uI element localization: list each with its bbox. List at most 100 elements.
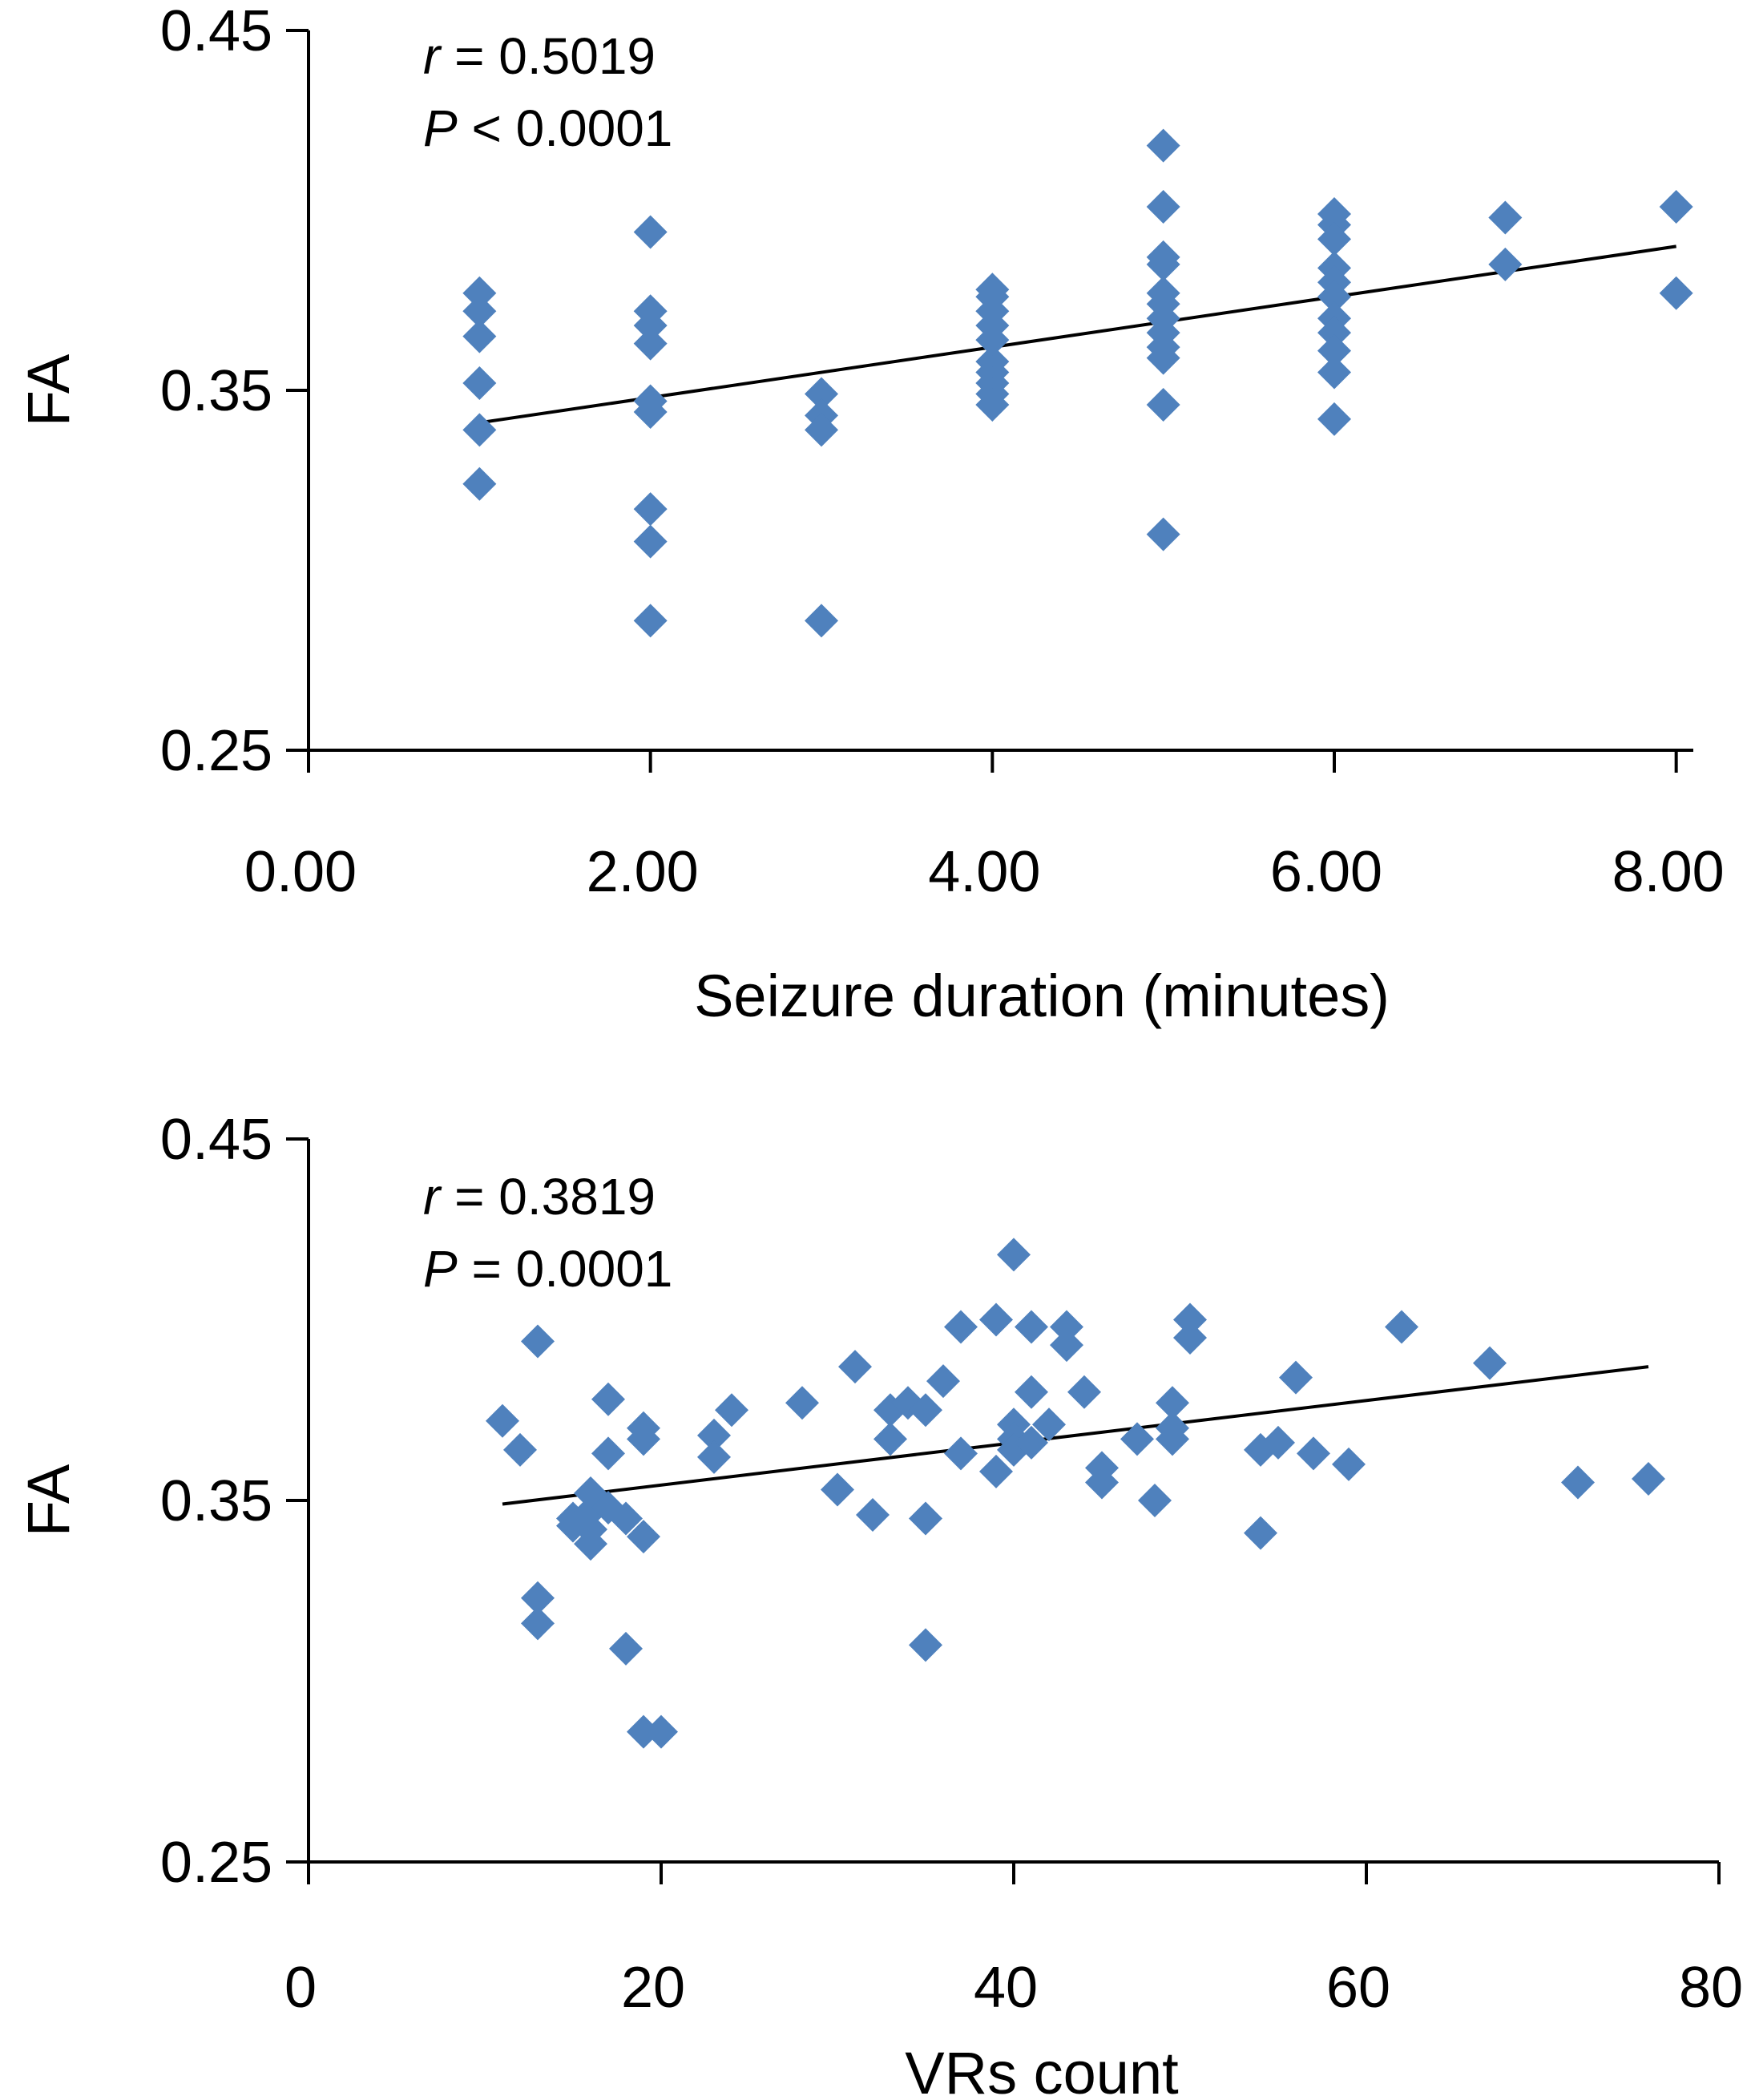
data-point — [1085, 1465, 1119, 1500]
data-point — [462, 366, 497, 401]
data-point — [909, 1393, 942, 1428]
data-point — [486, 1403, 519, 1438]
data-point — [856, 1498, 890, 1533]
data-point — [975, 323, 1010, 357]
data-point — [1332, 1447, 1366, 1481]
data-point — [1015, 1425, 1048, 1460]
data-point — [1146, 341, 1180, 375]
p-value-annotation: P = 0.0001 — [423, 1240, 672, 1298]
data-point — [805, 604, 838, 638]
trendline — [479, 244, 1676, 425]
data-point — [1146, 517, 1180, 551]
data-point — [1156, 1422, 1189, 1456]
data-point — [1261, 1425, 1295, 1460]
data-point — [997, 1238, 1031, 1272]
x-tick-label: 2.00 — [587, 840, 699, 904]
data-point — [462, 413, 497, 447]
data-point — [873, 1422, 907, 1456]
data-point — [697, 1418, 731, 1452]
p-value-annotation: P < 0.0001 — [423, 99, 672, 157]
data-point — [821, 1472, 854, 1507]
data-point — [1146, 387, 1180, 422]
data-point — [633, 215, 668, 249]
data-point — [1050, 1328, 1083, 1363]
data-point — [591, 1382, 625, 1416]
chart-seizure-duration: 0.25 0.35 0.45 0.00 2.00 4.00 6.00 8.00 Seizure… — [15, 0, 1725, 1029]
data-point — [1632, 1461, 1665, 1496]
data-point — [521, 1606, 555, 1641]
x-tick-label: 0 — [284, 1956, 317, 2020]
data-point — [1317, 402, 1351, 436]
data-point — [1138, 1484, 1172, 1517]
r-value: = 0.3819 — [440, 1168, 656, 1226]
data-point — [574, 1527, 607, 1561]
data-point — [1050, 1310, 1083, 1344]
data-point — [591, 1436, 625, 1471]
data-point — [1473, 1346, 1507, 1380]
data-point — [462, 466, 497, 501]
data-point — [1173, 1321, 1207, 1355]
data-point — [633, 309, 668, 343]
data-point — [1067, 1375, 1101, 1409]
trendline-group — [502, 1365, 1649, 1506]
data-point — [462, 276, 497, 310]
data-point — [627, 1520, 660, 1554]
data-point — [503, 1432, 537, 1467]
p-symbol: P — [423, 1240, 458, 1298]
correlation-r-annotation: r = 0.3819 — [423, 1168, 656, 1226]
data-point — [1156, 1386, 1189, 1420]
x-tick-label: 40 — [974, 1956, 1038, 2020]
data-point — [1244, 1516, 1277, 1550]
y-tick-label: 0.25 — [160, 1831, 272, 1895]
x-axis-title: VRs count — [905, 2040, 1179, 2100]
data-point — [697, 1440, 731, 1474]
correlation-r-annotation: r = 0.5019 — [423, 27, 656, 85]
data-point — [715, 1393, 748, 1428]
data-point — [1120, 1422, 1154, 1456]
data-point — [1561, 1465, 1595, 1500]
data-point — [944, 1310, 978, 1344]
y-tick-label: 0.25 — [160, 719, 272, 783]
p-value: < 0.0001 — [458, 99, 673, 157]
data-point — [1032, 1407, 1066, 1442]
data-point — [521, 1324, 555, 1359]
data-points — [486, 1238, 1665, 1749]
x-tick-label: 8.00 — [1612, 840, 1725, 904]
data-point — [909, 1628, 942, 1662]
data-point — [633, 604, 668, 638]
data-point — [1279, 1360, 1313, 1395]
data-point — [1488, 247, 1523, 281]
data-point — [462, 319, 497, 353]
ticks: 0.25 0.35 0.45 0 20 40 60 80 — [160, 1108, 1743, 2020]
p-symbol: P — [423, 99, 458, 157]
data-point — [609, 1501, 643, 1536]
r-symbol: r — [423, 27, 442, 85]
data-point — [1015, 1310, 1048, 1344]
r-symbol: r — [423, 1168, 442, 1226]
data-point — [1488, 200, 1523, 235]
x-tick-label: 0.00 — [244, 840, 357, 904]
r-value: = 0.5019 — [440, 27, 656, 85]
data-point — [609, 1631, 643, 1666]
data-point — [805, 413, 838, 447]
data-point — [633, 326, 668, 361]
y-axis-title: FA — [15, 1464, 82, 1537]
data-point — [627, 1714, 660, 1749]
data-point — [633, 492, 668, 527]
data-point — [979, 1454, 1013, 1488]
trendline — [502, 1365, 1649, 1506]
data-point — [1015, 1375, 1048, 1409]
data-point — [644, 1714, 678, 1749]
x-tick-label: 4.00 — [928, 840, 1040, 904]
data-point — [1317, 280, 1351, 314]
data-point — [979, 1302, 1013, 1337]
data-point — [627, 1422, 660, 1456]
y-tick-label: 0.35 — [160, 1469, 272, 1533]
y-tick-label: 0.45 — [160, 0, 272, 63]
y-tick-label: 0.45 — [160, 1108, 272, 1172]
data-point — [1146, 247, 1180, 281]
data-point — [1173, 1302, 1207, 1337]
data-point — [805, 377, 838, 411]
data-point — [909, 1501, 942, 1536]
